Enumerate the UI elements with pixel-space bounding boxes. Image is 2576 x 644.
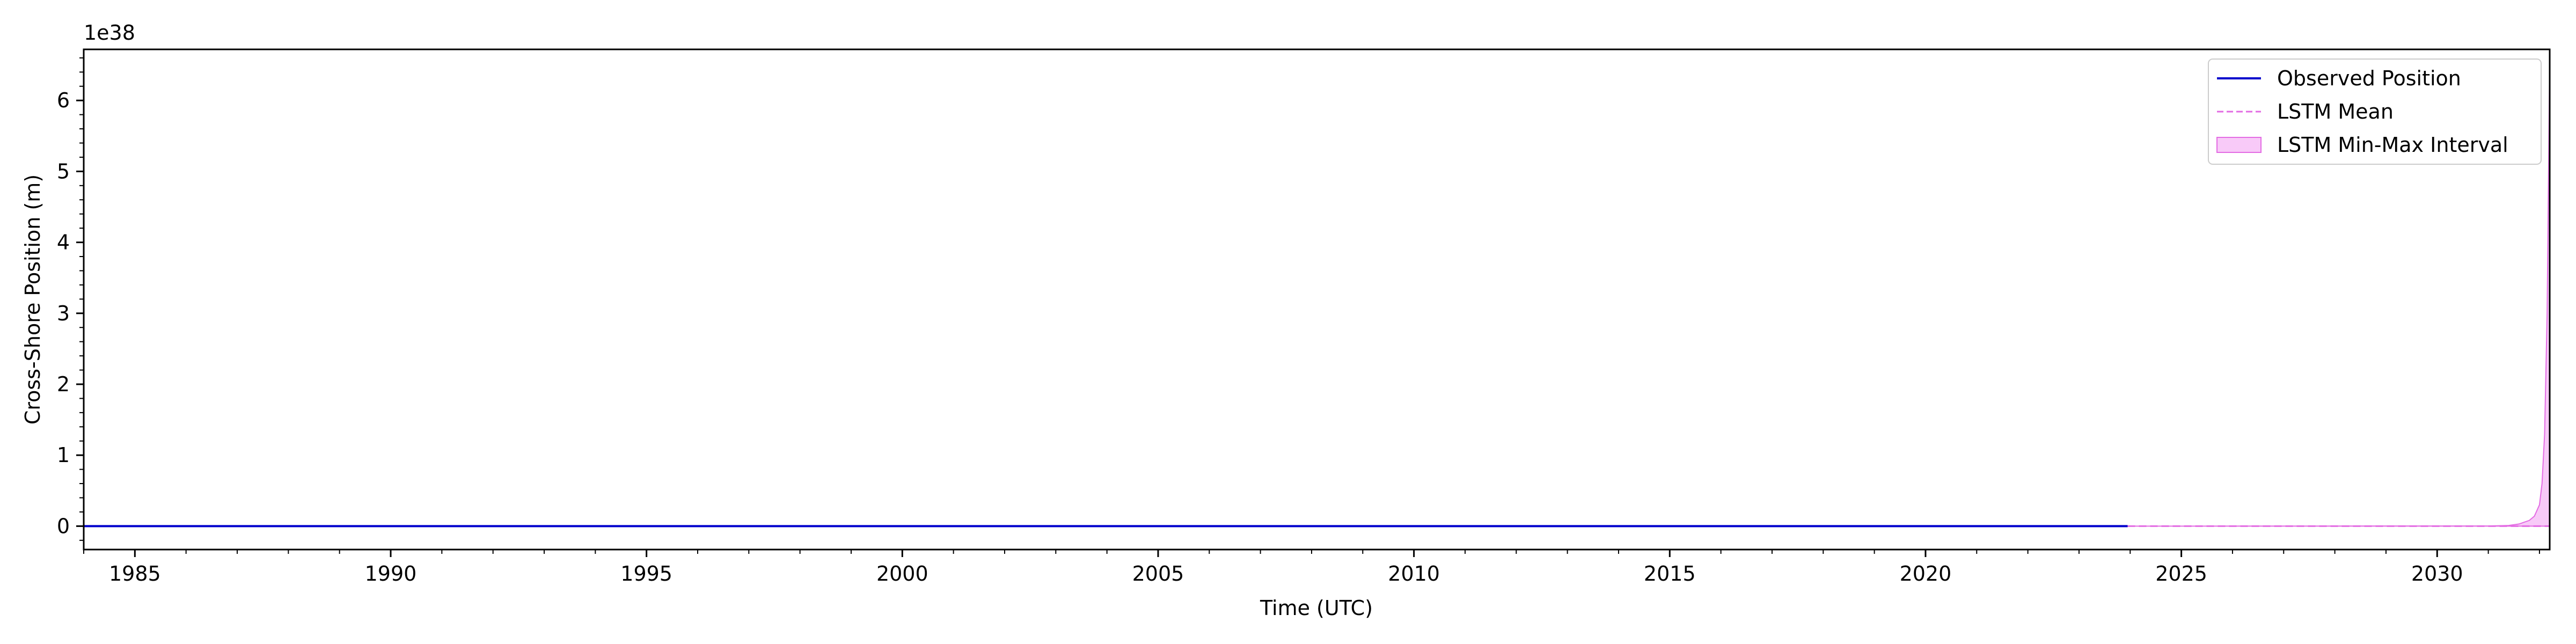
x-tick-label: 1995 [620, 562, 672, 586]
legend: Observed Position LSTM Mean LSTM Min-Max I… [2208, 58, 2542, 165]
x-tick-label: 2000 [876, 562, 928, 586]
y-axis-label: Cross-Shore Position (m) [21, 174, 45, 425]
y-tick-label: 2 [57, 372, 70, 396]
x-tick-label: 2025 [2155, 562, 2207, 586]
x-tick-label: 2020 [1900, 562, 1952, 586]
y-tick-label: 3 [57, 302, 70, 325]
legend-swatch-fill [2216, 137, 2262, 153]
legend-box [2208, 58, 2542, 165]
x-tick-label: 1990 [365, 562, 417, 586]
x-tick-label: 2015 [1644, 562, 1696, 586]
x-tick-label: 2030 [2411, 562, 2463, 586]
legend-label: LSTM Mean [2277, 100, 2394, 123]
y-tick-label: 1 [57, 443, 70, 467]
y-tick-label: 6 [57, 89, 70, 112]
y-tick-label: 5 [57, 159, 70, 183]
x-axis-label: Time (UTC) [1260, 596, 1373, 620]
x-tick-label: 2005 [1132, 562, 1184, 586]
y-tick-label: 4 [57, 231, 70, 254]
legend-label: Observed Position [2277, 67, 2461, 90]
x-tick-label: 1985 [109, 562, 161, 586]
legend-label: LSTM Min-Max Interval [2277, 133, 2508, 157]
x-tick-label: 2010 [1388, 562, 1440, 586]
y-offset-text: 1e38 [84, 21, 135, 45]
y-tick-label: 0 [57, 514, 70, 538]
